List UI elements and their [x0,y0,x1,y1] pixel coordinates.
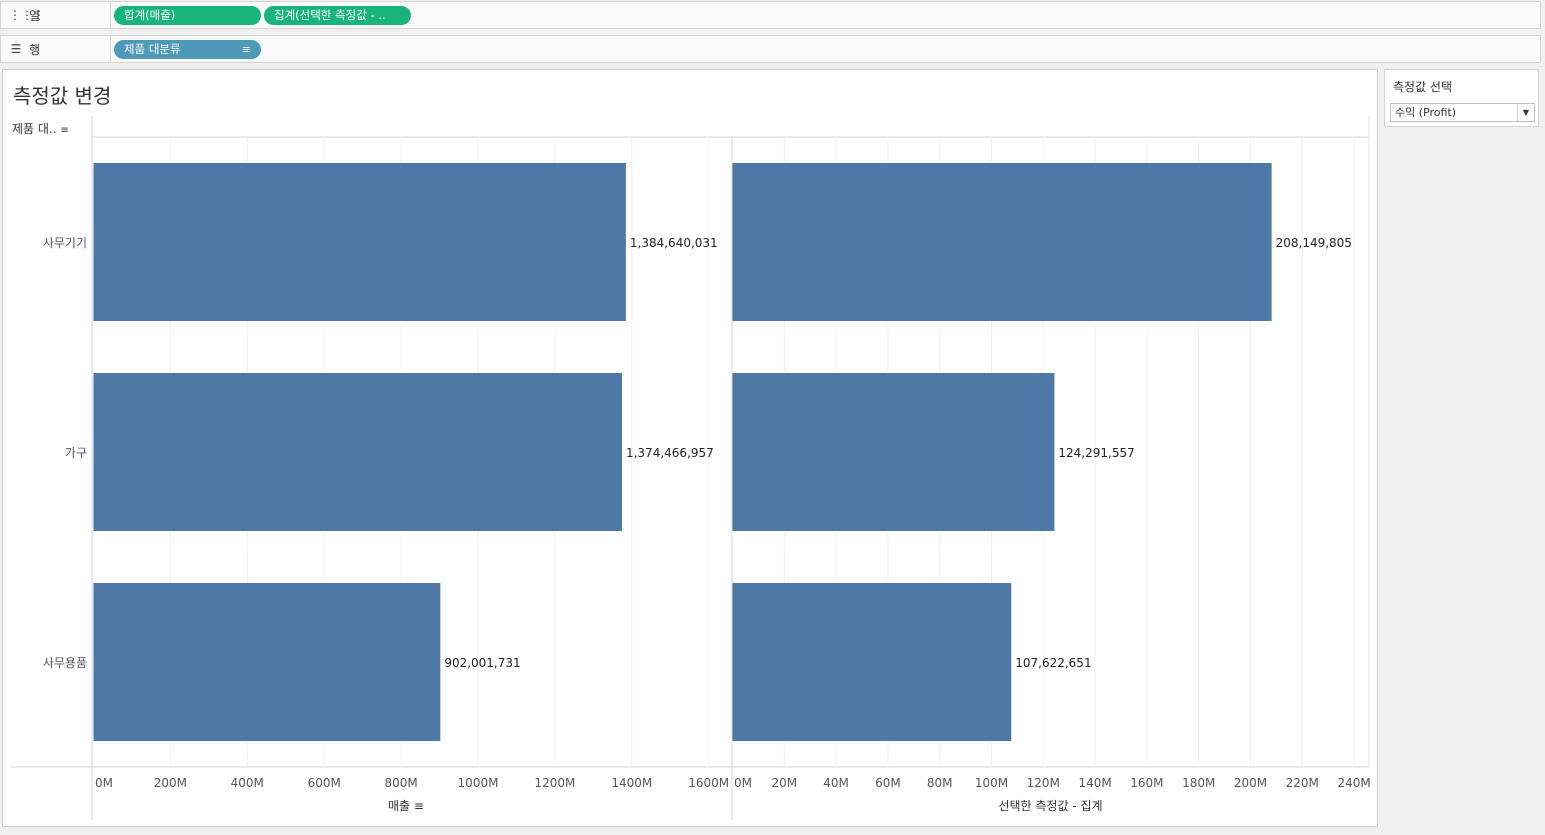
tick-label: 200M [1234,776,1267,790]
data-label: 124,291,557 [1058,446,1134,460]
sheet-title: 측정값 변경 [13,84,112,108]
parameter-control: 측정값 선택 수익 (Profit) ▼ [1384,69,1539,127]
tick-label: 600M [308,776,341,790]
tick-label: 800M [384,776,417,790]
rows-shelf-label: 행 [29,42,41,57]
sort-icon[interactable]: ≡ [241,43,251,56]
tick-label: 60M [875,776,901,790]
tick-label: 40M [823,776,849,790]
tick-label: 1200M [534,776,575,790]
rows-icon: ☰ [10,42,22,56]
data-label: 1,384,640,031 [630,236,718,250]
data-label: 208,149,805 [1276,236,1352,250]
tick-label: 120M [1027,776,1060,790]
tick-label: 220M [1286,776,1319,790]
data-label: 902,001,731 [444,656,520,670]
columns-shelf-label: 열 [29,8,41,23]
parameter-value: 수익 (Profit) [1395,106,1457,119]
columns-icon: ⋮⋮⋮ [9,8,45,22]
axis-title: 선택한 측정값 - 집계 [998,799,1102,813]
columns-shelf-header: ⋮⋮⋮ 열 [1,2,111,28]
row-header-label: 제품 대.. [12,122,57,136]
bar-chart: 0M 200M 400M 600M 800M 1000M 1200M 1400M 1600M 1,… [11,116,1371,820]
axis-title: 매출 ≡ [388,799,424,813]
tick-label: 180M [1182,776,1215,790]
tick-label: 160M [1130,776,1163,790]
tick-label: 1000M [458,776,499,790]
parameter-title: 측정값 선택 [1393,80,1453,94]
tick-label: 240M [1337,776,1370,790]
bar [732,583,1012,741]
columns-shelf: ⋮⋮⋮ 열 합계(매출) 집계(선택한 측정값 - .. [0,1,1541,29]
rows-shelf: ☰ 행 제품 대분류 ≡ [0,35,1541,63]
data-label: 107,622,651 [1015,656,1091,670]
pill-selected-measure[interactable]: 집계(선택한 측정값 - .. [264,6,411,25]
bar [732,373,1055,531]
category-label: 가구 [65,446,87,460]
tick-label: 400M [231,776,264,790]
worksheet: 측정값 변경 제품 대.. ≡ 0M 200M 400M 600M 800M 1000M 1… [2,69,1378,827]
parameter-dropdown[interactable]: 수익 (Profit) ▼ [1390,103,1535,122]
pill-product-category-label: 제품 대분류 [124,42,181,56]
tick-label: 1400M [611,776,652,790]
tick-label: 0M [95,776,113,790]
rows-shelf-header: ☰ 행 [1,36,111,62]
pill-product-category[interactable]: 제품 대분류 ≡ [114,40,261,59]
tick-label: 1600M [688,776,729,790]
pill-sum-sales[interactable]: 합계(매출) [114,6,261,25]
tick-label: 80M [927,776,953,790]
sort-icon[interactable]: ≡ [60,125,69,136]
tick-label: 100M [975,776,1008,790]
category-label: 사무기기 [43,236,87,250]
bar [93,373,622,531]
tick-label: 140M [1078,776,1111,790]
tick-label: 200M [154,776,187,790]
tick-label: 20M [771,776,797,790]
bar [93,583,441,741]
category-label: 사무용품 [43,656,87,670]
chevron-down-icon[interactable]: ▼ [1517,104,1534,121]
bar [732,163,1272,321]
data-label: 1,374,466,957 [626,446,714,460]
row-header[interactable]: 제품 대.. ≡ [12,120,69,137]
tick-label: 0M [734,776,752,790]
bar [93,163,626,321]
